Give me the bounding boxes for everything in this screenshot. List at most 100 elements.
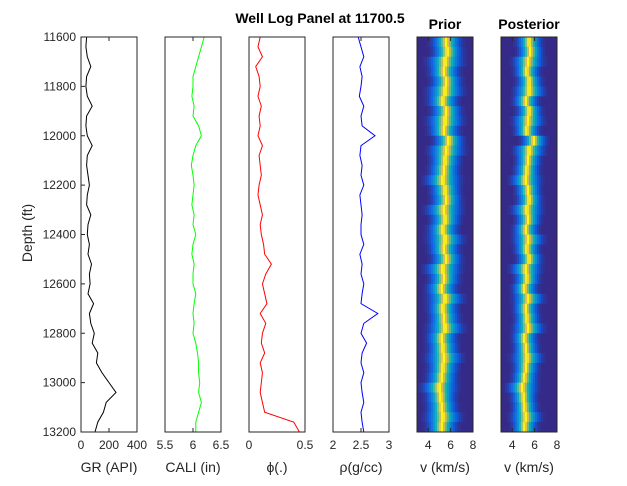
prior-heatmap-cell [449,165,452,176]
posterior-heatmap-cell [531,264,534,275]
prior-heatmap-cell [439,313,442,324]
prior-heatmap-cell [423,392,426,403]
prior-heatmap-cell [429,244,432,255]
posterior-heatmap-cell [513,96,516,107]
posterior-heatmap-cell [515,234,518,245]
posterior-heatmap-cell [541,204,544,216]
posterior-heatmap-cell [529,145,532,156]
prior-heatmap-cell [459,204,462,216]
prior-heatmap-cell [449,362,452,374]
posterior-heatmap-cell [525,56,528,67]
posterior-heatmap-cell [515,353,518,364]
prior-heatmap-cell [457,46,460,58]
prior-heatmap-cell [463,323,466,334]
posterior-heatmap-cell [511,234,514,245]
prior-heatmap-cell [435,214,438,225]
posterior-heatmap-cell [525,254,528,265]
posterior-heatmap-cell [511,412,514,423]
prior-heatmap-cell [451,37,454,48]
prior-heatmap-cell [427,274,430,285]
prior-heatmap-cell [433,86,436,97]
prior-heatmap-cell [453,66,456,77]
prior-heatmap-cell [459,135,462,146]
posterior-heatmap-cell [515,392,518,403]
prior-heatmap-cell [443,135,446,146]
posterior-heatmap-cell [525,392,528,403]
posterior-heatmap-cell [519,106,522,117]
posterior-heatmap-cell [543,412,546,423]
gr-x-axis-label: GR (API) [81,459,138,475]
prior-heatmap-cell [433,175,436,186]
prior-heatmap-cell [461,175,464,186]
prior-heatmap-cell [437,214,440,225]
prior-heatmap-cell [433,402,436,413]
prior-heatmap-cell [449,343,452,354]
posterior-heatmap-cell [523,76,526,87]
prior-heatmap-cell [461,185,464,196]
posterior-heatmap-cell [523,224,526,235]
prior-heatmap-cell [447,224,450,235]
prior-heatmap-cell [437,46,440,58]
posterior-heatmap-cell [519,116,522,127]
prior-heatmap-cell [449,214,452,225]
prior-heatmap-cell [425,372,428,383]
posterior-heatmap-cell [541,66,544,77]
posterior-heatmap-cell [531,195,534,206]
prior-heatmap-cell [457,293,460,304]
posterior-heatmap-cell [529,422,532,433]
prior-heatmap-cell [421,382,424,393]
posterior-heatmap-cell [519,96,522,107]
posterior-heatmap-cell [539,343,542,354]
prior-heatmap-cell [459,254,462,265]
prior-heatmap-cell [429,96,432,107]
prior-heatmap-cell [459,362,462,374]
prior-heatmap-cell [443,155,446,166]
posterior-heatmap-cell [517,283,520,295]
prior-heatmap-cell [447,106,450,117]
prior-heatmap-cell [447,234,450,245]
prior-heatmap-cell [451,66,454,77]
prior-heatmap-cell [429,283,432,295]
posterior-heatmap-cell [517,96,520,107]
prior-heatmap-cell [423,86,426,97]
posterior-heatmap-cell [517,343,520,354]
posterior-heatmap-cell [527,125,530,137]
posterior-heatmap-cell [509,283,512,295]
posterior-heatmap-cell [537,76,540,87]
prior-heatmap-cell [425,343,428,354]
posterior-heatmap-cell [531,422,534,433]
posterior-heatmap-cell [507,382,510,393]
prior-heatmap-cell [439,37,442,48]
prior-heatmap-cell [441,333,444,344]
prior-heatmap-cell [455,195,458,206]
posterior-heatmap-cell [529,244,532,255]
prior-heatmap-cell [433,412,436,423]
prior-heatmap-cell [433,116,436,127]
prior-heatmap-cell [427,353,430,364]
posterior-heatmap-cell [517,224,520,235]
prior-heatmap-cell [455,155,458,166]
posterior-heatmap-cell [539,224,542,235]
posterior-heatmap-cell [537,293,540,304]
prior-heatmap-cell [437,323,440,334]
posterior-heatmap-cell [533,303,536,314]
posterior-heatmap-cell [531,274,534,285]
prior-heatmap-cell [439,125,442,137]
prior-heatmap-cell [447,382,450,393]
prior-heatmap-cell [447,264,450,275]
prior-heatmap-cell [429,145,432,156]
prior-heatmap-cell [451,116,454,127]
posterior-heatmap-cell [519,362,522,374]
posterior-heatmap-cell [515,283,518,295]
prior-heatmap-cell [437,234,440,245]
posterior-heatmap-cell [521,76,524,87]
posterior-heatmap-cell [519,56,522,67]
prior-heatmap-cell [447,46,450,58]
prior-heatmap-cell [441,353,444,364]
posterior-heatmap-cell [531,303,534,314]
posterior-heatmap-cell [537,116,540,127]
posterior-heatmap-cell [533,254,536,265]
posterior-heatmap-cell [511,204,514,216]
prior-heatmap-cell [465,116,468,127]
prior-heatmap-cell [437,293,440,304]
